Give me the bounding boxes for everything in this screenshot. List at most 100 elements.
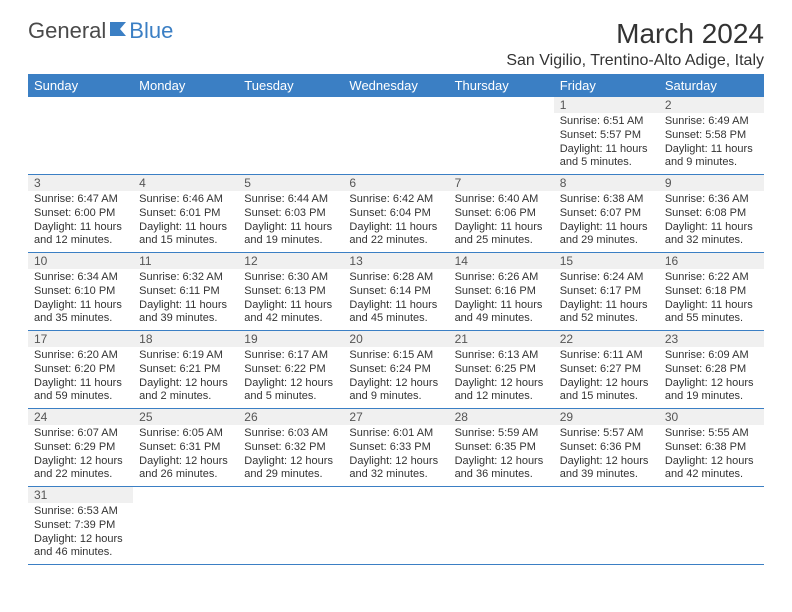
sunrise-line: Sunrise: 6:32 AM (139, 271, 232, 285)
calendar-cell: 28Sunrise: 5:59 AMSunset: 6:35 PMDayligh… (449, 409, 554, 487)
day-number: 26 (238, 409, 343, 425)
daylight-line: Daylight: 11 hours and 55 minutes. (665, 299, 758, 327)
sunrise-line: Sunrise: 6:19 AM (139, 349, 232, 363)
sunrise-line: Sunrise: 6:07 AM (34, 427, 127, 441)
calendar-cell (554, 487, 659, 565)
daylight-line: Daylight: 11 hours and 49 minutes. (455, 299, 548, 327)
page-title: March 2024 (506, 18, 764, 50)
daylight-line: Daylight: 11 hours and 29 minutes. (560, 221, 653, 249)
calendar-row: 17Sunrise: 6:20 AMSunset: 6:20 PMDayligh… (28, 331, 764, 409)
daylight-line: Daylight: 11 hours and 19 minutes. (244, 221, 337, 249)
calendar-cell: 27Sunrise: 6:01 AMSunset: 6:33 PMDayligh… (343, 409, 448, 487)
sunset-line: Sunset: 6:11 PM (139, 285, 232, 299)
sunrise-line: Sunrise: 6:36 AM (665, 193, 758, 207)
sunrise-line: Sunrise: 6:42 AM (349, 193, 442, 207)
calendar-table: SundayMondayTuesdayWednesdayThursdayFrid… (28, 74, 764, 565)
day-number: 19 (238, 331, 343, 347)
calendar-cell: 30Sunrise: 5:55 AMSunset: 6:38 PMDayligh… (659, 409, 764, 487)
day-number: 7 (449, 175, 554, 191)
calendar-body: 1Sunrise: 6:51 AMSunset: 5:57 PMDaylight… (28, 97, 764, 565)
daylight-line: Daylight: 12 hours and 2 minutes. (139, 377, 232, 405)
daylight-line: Daylight: 12 hours and 26 minutes. (139, 455, 232, 483)
sunset-line: Sunset: 6:24 PM (349, 363, 442, 377)
daylight-line: Daylight: 11 hours and 39 minutes. (139, 299, 232, 327)
sunset-line: Sunset: 7:39 PM (34, 519, 127, 533)
sunrise-line: Sunrise: 6:24 AM (560, 271, 653, 285)
day-details: Sunrise: 6:51 AMSunset: 5:57 PMDaylight:… (554, 113, 659, 174)
day-number: 8 (554, 175, 659, 191)
day-number: 9 (659, 175, 764, 191)
day-details: Sunrise: 6:28 AMSunset: 6:14 PMDaylight:… (343, 269, 448, 330)
sunset-line: Sunset: 6:04 PM (349, 207, 442, 221)
sunrise-line: Sunrise: 6:28 AM (349, 271, 442, 285)
sunrise-line: Sunrise: 6:47 AM (34, 193, 127, 207)
day-details: Sunrise: 6:17 AMSunset: 6:22 PMDaylight:… (238, 347, 343, 408)
sunset-line: Sunset: 6:38 PM (665, 441, 758, 455)
sunrise-line: Sunrise: 6:53 AM (34, 505, 127, 519)
sunrise-line: Sunrise: 6:51 AM (560, 115, 653, 129)
sunset-line: Sunset: 6:17 PM (560, 285, 653, 299)
day-details: Sunrise: 6:36 AMSunset: 6:08 PMDaylight:… (659, 191, 764, 252)
sunset-line: Sunset: 6:25 PM (455, 363, 548, 377)
sunset-line: Sunset: 6:06 PM (455, 207, 548, 221)
day-details: Sunrise: 6:34 AMSunset: 6:10 PMDaylight:… (28, 269, 133, 330)
daylight-line: Daylight: 11 hours and 59 minutes. (34, 377, 127, 405)
weekday-header: Monday (133, 74, 238, 97)
daylight-line: Daylight: 11 hours and 32 minutes. (665, 221, 758, 249)
daylight-line: Daylight: 11 hours and 42 minutes. (244, 299, 337, 327)
calendar-cell: 14Sunrise: 6:26 AMSunset: 6:16 PMDayligh… (449, 253, 554, 331)
calendar-cell: 15 Sunrise: 6:24 AMSunset: 6:17 PMDayligh… (554, 253, 659, 331)
sunset-line: Sunset: 6:22 PM (244, 363, 337, 377)
sunrise-line: Sunrise: 6:38 AM (560, 193, 653, 207)
day-number: 15 (554, 253, 659, 269)
day-number: 23 (659, 331, 764, 347)
sunrise-line: Sunrise: 6:05 AM (139, 427, 232, 441)
calendar-cell: 10Sunrise: 6:34 AMSunset: 6:10 PMDayligh… (28, 253, 133, 331)
daylight-line: Daylight: 12 hours and 19 minutes. (665, 377, 758, 405)
day-details: Sunrise: 6:42 AMSunset: 6:04 PMDaylight:… (343, 191, 448, 252)
calendar-cell: 31Sunrise: 6:53 AMSunset: 7:39 PMDayligh… (28, 487, 133, 565)
day-details: Sunrise: 5:55 AMSunset: 6:38 PMDaylight:… (659, 425, 764, 486)
header: General Blue March 2024 San Vigilio, Tre… (28, 18, 764, 70)
sunrise-line: Sunrise: 6:03 AM (244, 427, 337, 441)
sunset-line: Sunset: 6:33 PM (349, 441, 442, 455)
calendar-cell: 9Sunrise: 6:36 AMSunset: 6:08 PMDaylight… (659, 175, 764, 253)
daylight-line: Daylight: 12 hours and 36 minutes. (455, 455, 548, 483)
day-details: Sunrise: 6:05 AMSunset: 6:31 PMDaylight:… (133, 425, 238, 486)
daylight-line: Daylight: 11 hours and 5 minutes. (560, 143, 653, 171)
sunset-line: Sunset: 6:36 PM (560, 441, 653, 455)
calendar-row: 10Sunrise: 6:34 AMSunset: 6:10 PMDayligh… (28, 253, 764, 331)
day-details: Sunrise: 5:57 AMSunset: 6:36 PMDaylight:… (554, 425, 659, 486)
calendar-cell: 11Sunrise: 6:32 AMSunset: 6:11 PMDayligh… (133, 253, 238, 331)
weekday-header: Thursday (449, 74, 554, 97)
day-details: Sunrise: 6:53 AMSunset: 7:39 PMDaylight:… (28, 503, 133, 564)
day-details: Sunrise: 6:15 AMSunset: 6:24 PMDaylight:… (343, 347, 448, 408)
day-details: Sunrise: 6:22 AMSunset: 6:18 PMDaylight:… (659, 269, 764, 330)
day-details: Sunrise: 5:59 AMSunset: 6:35 PMDaylight:… (449, 425, 554, 486)
calendar-cell (133, 97, 238, 175)
daylight-line: Daylight: 11 hours and 52 minutes. (560, 299, 653, 327)
sunset-line: Sunset: 6:08 PM (665, 207, 758, 221)
weekday-header: Friday (554, 74, 659, 97)
day-number: 20 (343, 331, 448, 347)
daylight-line: Daylight: 11 hours and 45 minutes. (349, 299, 442, 327)
sunset-line: Sunset: 6:21 PM (139, 363, 232, 377)
weekday-header: Saturday (659, 74, 764, 97)
day-details: Sunrise: 6:44 AMSunset: 6:03 PMDaylight:… (238, 191, 343, 252)
day-details: Sunrise: 6:03 AMSunset: 6:32 PMDaylight:… (238, 425, 343, 486)
day-number: 4 (133, 175, 238, 191)
calendar-cell: 7Sunrise: 6:40 AMSunset: 6:06 PMDaylight… (449, 175, 554, 253)
sunrise-line: Sunrise: 6:11 AM (560, 349, 653, 363)
day-number: 22 (554, 331, 659, 347)
day-details: Sunrise: 6:13 AMSunset: 6:25 PMDaylight:… (449, 347, 554, 408)
calendar-row: 1Sunrise: 6:51 AMSunset: 5:57 PMDaylight… (28, 97, 764, 175)
daylight-line: Daylight: 12 hours and 9 minutes. (349, 377, 442, 405)
daylight-line: Daylight: 12 hours and 12 minutes. (455, 377, 548, 405)
sunset-line: Sunset: 6:03 PM (244, 207, 337, 221)
day-details: Sunrise: 6:11 AMSunset: 6:27 PMDaylight:… (554, 347, 659, 408)
calendar-cell (238, 487, 343, 565)
day-number: 24 (28, 409, 133, 425)
calendar-cell: 5Sunrise: 6:44 AMSunset: 6:03 PMDaylight… (238, 175, 343, 253)
sunrise-line: Sunrise: 6:26 AM (455, 271, 548, 285)
day-number: 16 (659, 253, 764, 269)
